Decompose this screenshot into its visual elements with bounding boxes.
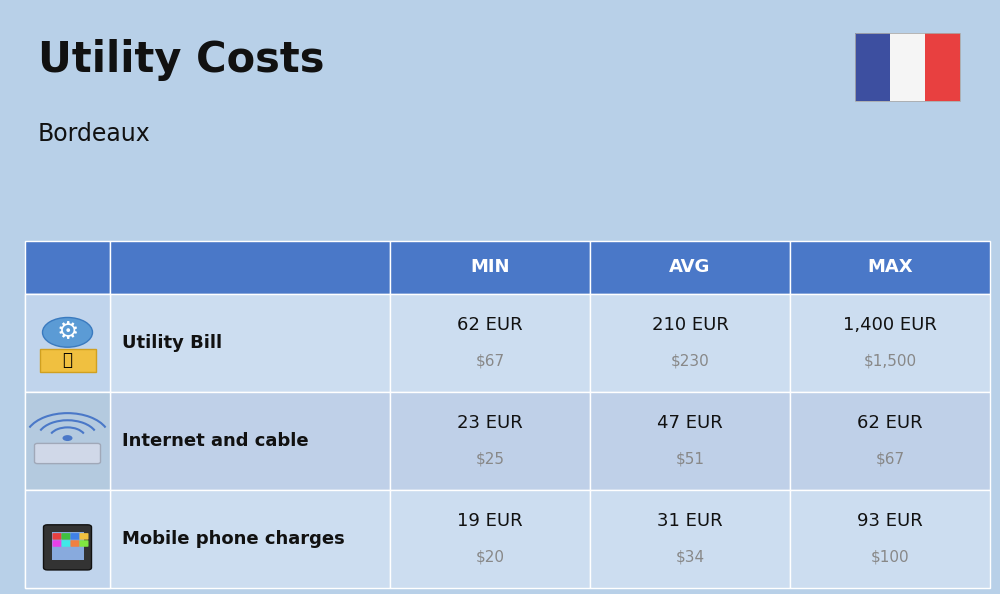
FancyBboxPatch shape — [390, 241, 590, 294]
FancyBboxPatch shape — [25, 392, 110, 490]
Text: $67: $67 — [475, 353, 505, 368]
Text: MIN: MIN — [470, 258, 510, 276]
FancyBboxPatch shape — [110, 392, 390, 490]
Text: $34: $34 — [675, 549, 705, 564]
Text: 🔌: 🔌 — [62, 351, 72, 369]
Text: 31 EUR: 31 EUR — [657, 512, 723, 530]
FancyBboxPatch shape — [25, 294, 110, 392]
Text: 62 EUR: 62 EUR — [457, 316, 523, 334]
FancyBboxPatch shape — [80, 533, 88, 539]
Text: $25: $25 — [476, 451, 505, 466]
FancyBboxPatch shape — [52, 532, 84, 561]
Text: $20: $20 — [476, 549, 505, 564]
FancyBboxPatch shape — [790, 294, 990, 392]
FancyBboxPatch shape — [790, 392, 990, 490]
Text: MAX: MAX — [867, 258, 913, 276]
Text: $51: $51 — [676, 451, 705, 466]
FancyBboxPatch shape — [25, 241, 110, 294]
Text: $1,500: $1,500 — [863, 353, 917, 368]
FancyBboxPatch shape — [34, 443, 100, 464]
Text: 23 EUR: 23 EUR — [457, 414, 523, 432]
Text: $67: $67 — [875, 451, 905, 466]
FancyBboxPatch shape — [25, 294, 110, 392]
FancyBboxPatch shape — [590, 392, 790, 490]
FancyBboxPatch shape — [25, 490, 110, 588]
FancyBboxPatch shape — [590, 490, 790, 588]
FancyBboxPatch shape — [390, 490, 590, 588]
FancyBboxPatch shape — [390, 294, 590, 392]
FancyBboxPatch shape — [53, 541, 62, 546]
Text: 19 EUR: 19 EUR — [457, 512, 523, 530]
FancyBboxPatch shape — [925, 33, 960, 101]
Text: 210 EUR: 210 EUR — [652, 316, 728, 334]
Text: 1,400 EUR: 1,400 EUR — [843, 316, 937, 334]
FancyBboxPatch shape — [590, 241, 790, 294]
Text: Utility Bill: Utility Bill — [122, 334, 222, 352]
FancyBboxPatch shape — [790, 241, 990, 294]
Text: 47 EUR: 47 EUR — [657, 414, 723, 432]
Text: ⚙: ⚙ — [56, 320, 79, 345]
FancyBboxPatch shape — [70, 541, 80, 546]
FancyBboxPatch shape — [62, 533, 70, 539]
FancyBboxPatch shape — [25, 392, 110, 490]
Text: $100: $100 — [871, 549, 909, 564]
FancyBboxPatch shape — [62, 541, 70, 546]
FancyBboxPatch shape — [80, 541, 88, 546]
Text: Bordeaux: Bordeaux — [38, 122, 151, 146]
FancyBboxPatch shape — [110, 241, 390, 294]
FancyBboxPatch shape — [110, 490, 390, 588]
FancyBboxPatch shape — [25, 490, 110, 588]
Text: Internet and cable: Internet and cable — [122, 432, 309, 450]
FancyBboxPatch shape — [590, 294, 790, 392]
FancyBboxPatch shape — [70, 533, 80, 539]
FancyBboxPatch shape — [40, 349, 96, 372]
Text: Mobile phone charges: Mobile phone charges — [122, 530, 345, 548]
Text: 93 EUR: 93 EUR — [857, 512, 923, 530]
Text: 62 EUR: 62 EUR — [857, 414, 923, 432]
FancyBboxPatch shape — [390, 392, 590, 490]
Text: AVG: AVG — [669, 258, 711, 276]
FancyBboxPatch shape — [53, 533, 62, 539]
Text: Utility Costs: Utility Costs — [38, 39, 324, 81]
Text: $230: $230 — [671, 353, 709, 368]
FancyBboxPatch shape — [890, 33, 925, 101]
FancyBboxPatch shape — [44, 525, 92, 570]
Circle shape — [42, 317, 92, 347]
FancyBboxPatch shape — [855, 33, 890, 101]
FancyBboxPatch shape — [110, 294, 390, 392]
FancyBboxPatch shape — [790, 490, 990, 588]
Circle shape — [62, 435, 72, 441]
